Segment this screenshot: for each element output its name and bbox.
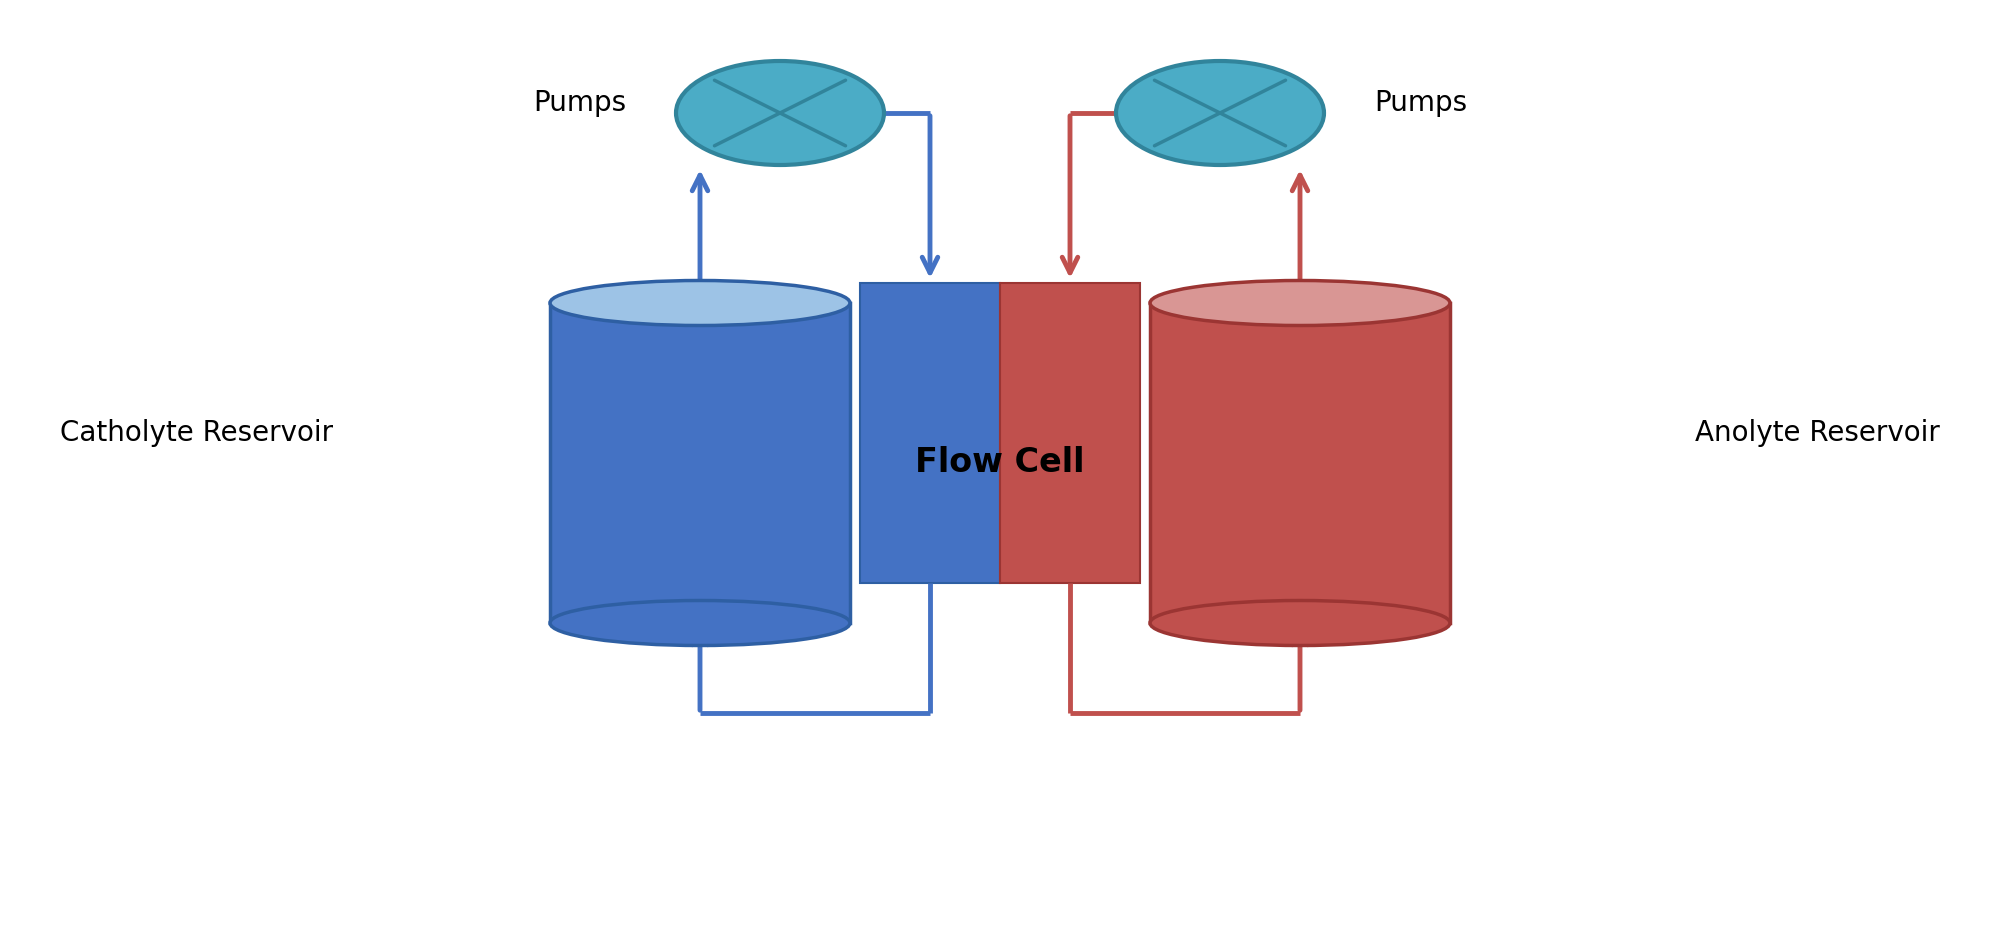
Text: Flow Cell: Flow Cell	[916, 447, 1084, 480]
Bar	[860, 283, 1000, 583]
Text: Anolyte Reservoir: Anolyte Reservoir	[1696, 419, 1940, 447]
Bar	[1150, 303, 1450, 623]
Text: Pumps: Pumps	[1374, 89, 1468, 117]
Text: Pumps: Pumps	[532, 89, 626, 117]
Bar	[550, 303, 850, 623]
Ellipse shape	[1150, 601, 1450, 646]
Ellipse shape	[550, 601, 850, 646]
Ellipse shape	[1150, 281, 1450, 326]
Text: Catholyte Reservoir: Catholyte Reservoir	[60, 419, 334, 447]
Ellipse shape	[1116, 61, 1324, 165]
Bar	[1000, 283, 1140, 583]
Ellipse shape	[676, 61, 884, 165]
Ellipse shape	[550, 281, 850, 326]
